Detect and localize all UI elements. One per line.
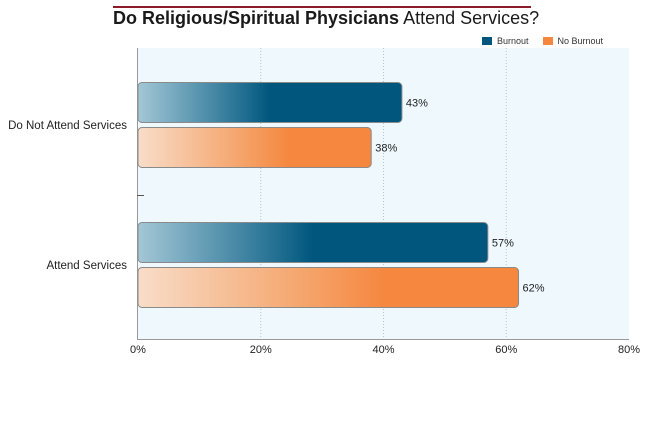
legend: Burnout No Burnout	[482, 36, 603, 46]
chart-title: Do Religious/Spiritual Physicians Attend…	[113, 8, 543, 29]
bar-value-label: 62%	[523, 283, 545, 295]
legend-swatch-burnout	[482, 37, 492, 45]
x-tick-label: 80%	[618, 344, 640, 356]
bar-no-burnout	[137, 267, 520, 308]
legend-item-no-burnout: No Burnout	[542, 36, 604, 46]
category-label: Attend Services	[46, 260, 127, 272]
chart-title-bold: Do Religious/Spiritual Physicians	[113, 8, 400, 28]
bars: 43% 38% 57% 62%	[137, 82, 545, 308]
x-tick-label: 20%	[250, 344, 272, 356]
bar-burnout	[137, 222, 489, 263]
bar-value-label: 38%	[375, 143, 397, 155]
x-tick-label: 40%	[372, 344, 394, 356]
title-rule	[113, 6, 531, 8]
x-tick-labels: 0% 20% 40% 60% 80%	[130, 344, 640, 356]
chart-title-normal: Attend Services?	[403, 8, 540, 28]
x-tick-label: 0%	[130, 344, 146, 356]
x-tick-label: 60%	[495, 344, 517, 356]
bar-value-label: 43%	[406, 98, 428, 110]
bar-value-label: 57%	[492, 238, 514, 250]
legend-label-burnout: Burnout	[497, 36, 529, 46]
category-label: Do Not Attend Services	[8, 120, 127, 132]
legend-item-burnout: Burnout	[482, 36, 529, 46]
category-labels: Do Not Attend Services Attend Services	[8, 120, 127, 272]
bar-no-burnout	[137, 127, 372, 168]
legend-swatch-no-burnout	[542, 37, 553, 45]
legend-label-no-burnout: No Burnout	[557, 36, 604, 46]
bar-burnout	[137, 82, 403, 123]
